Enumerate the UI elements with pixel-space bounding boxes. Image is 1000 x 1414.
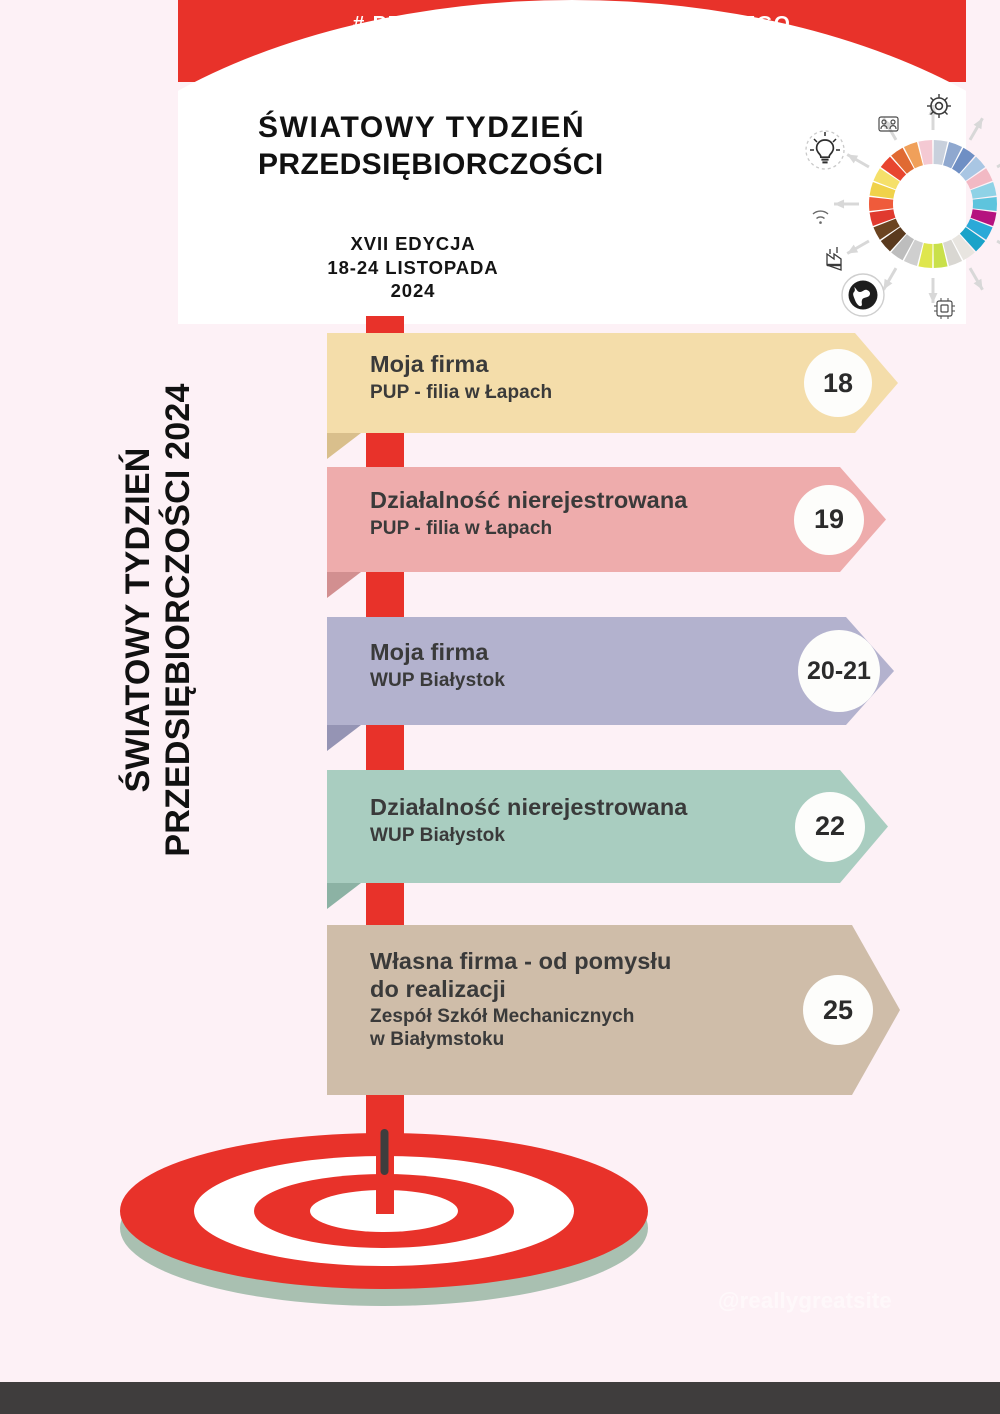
donut-segment	[952, 147, 975, 174]
banner-text-block: Działalność nierejestrowana WUP Białystok	[370, 794, 687, 848]
year-label: 2024	[390, 280, 436, 302]
arrow-head	[973, 278, 983, 290]
event-banner[interactable]: Własna firma - od pomysłu do realizacji Ze…	[327, 925, 900, 1095]
donut-segment	[970, 182, 997, 199]
banner-fold-shadow	[327, 725, 361, 751]
event-banner[interactable]: Działalność nierejestrowana PUP - filia w…	[327, 467, 886, 598]
banner-subtitle: WUP Białystok	[370, 669, 506, 691]
hero-white-card	[178, 0, 966, 324]
banner-title: Moja firma	[370, 639, 489, 665]
arrow-head	[973, 118, 983, 130]
donut-segment	[959, 227, 986, 252]
banner-fold-shadow	[327, 433, 361, 459]
team-icon	[878, 116, 899, 132]
vertical-title-line1: ŚWIATOWY TYDZIEŃ	[118, 447, 157, 793]
donut-segment	[943, 239, 963, 266]
wifi-icon	[812, 210, 829, 224]
radiating-arrows	[834, 105, 1000, 303]
donut-segment	[903, 239, 923, 266]
event-title-line1: ŚWIATOWY TYDZIEŃ	[258, 111, 586, 144]
donut-segment	[891, 147, 914, 174]
event-edition-block: XVII EDYCJA 18-24 LISTOPADA 2024	[258, 232, 568, 303]
banner-subtitle: Zespół Szkół Mechanicznych w Białymstoku	[370, 1006, 635, 1051]
donut-segment	[880, 227, 907, 252]
edition-label: XVII EDYCJA	[350, 233, 476, 254]
donut-segment	[966, 168, 993, 190]
vertical-title-line2: PRZEDSIĘBIORCZOŚCI 2024	[159, 383, 197, 857]
banner-subtitle: PUP - filia w Łapach	[370, 381, 553, 403]
banner-arrow-shape	[327, 467, 886, 572]
factory-icon	[826, 247, 842, 271]
donut-segment	[891, 234, 914, 261]
donut-segment	[880, 156, 907, 181]
event-day-badge[interactable]: 25	[803, 975, 873, 1045]
arrow-head	[928, 292, 938, 303]
event-day-badge[interactable]: 18	[804, 349, 872, 417]
entrepreneurship-donut-logo	[796, 88, 1000, 324]
arrow-head	[883, 278, 893, 290]
donut-segment	[873, 168, 900, 190]
donut-segment	[959, 156, 986, 181]
arrow-head	[834, 199, 845, 209]
banner-fold-shadow	[327, 572, 361, 598]
bullseye-target	[112, 1098, 672, 1313]
hashtag-slogan: # PRZEDSIĘBIORCZOŚĆ DLA KAŻDEGO	[352, 12, 792, 35]
banner-text-block: Moja firma WUP Białystok	[370, 639, 505, 693]
donut-segment	[966, 218, 993, 240]
banner-title: Działalność nierejestrowana	[370, 487, 688, 513]
banner-text-block: Własna firma - od pomysłu do realizacji Ze…	[370, 948, 672, 1052]
target-pin	[380, 1129, 389, 1175]
donut-segment	[873, 218, 900, 240]
event-title-line2: PRZEDSIĘBIORCZOŚCI	[258, 147, 604, 181]
event-banner[interactable]: Działalność nierejestrowana WUP Białystok…	[327, 770, 888, 909]
event-day-badge[interactable]: 20-21	[798, 630, 880, 712]
donut-segment	[972, 197, 997, 211]
donut-logo-svg	[805, 94, 1000, 319]
chip-icon	[934, 298, 955, 319]
donut-ring	[869, 140, 997, 268]
banner-arrow-shape	[327, 770, 888, 883]
banner-text-block: Działalność nierejestrowana PUP - filia w…	[370, 487, 687, 541]
banner-title: Własna firma - od pomysłu do realizacji	[370, 948, 672, 1002]
globe-icon	[841, 273, 885, 317]
donut-segment	[918, 242, 933, 268]
arrow-head	[847, 244, 859, 254]
donut-segment	[918, 140, 933, 166]
banner-title: Moja firma	[370, 351, 489, 377]
event-title: ŚWIATOWY TYDZIEŃ PRZEDSIĘBIORCZOŚCI	[258, 110, 618, 183]
bullseye-svg	[120, 1106, 648, 1306]
donut-segment	[903, 142, 923, 169]
donut-segment	[869, 197, 894, 211]
donut-segment	[943, 142, 963, 169]
donut-segment	[869, 182, 896, 199]
donut-segment	[952, 234, 975, 261]
dates-label: 18-24 LISTOPADA	[327, 256, 499, 278]
gear-icon	[927, 94, 951, 118]
donut-segment	[970, 209, 997, 226]
banner-subtitle: PUP - filia w Łapach	[370, 517, 553, 539]
donut-segment	[933, 140, 948, 166]
event-day-badge[interactable]: 19	[794, 484, 864, 555]
footer-bar	[0, 1382, 1000, 1414]
hero-header: # PRZEDSIĘBIORCZOŚĆ DLA KAŻDEGO ŚWIATOWY…	[178, 0, 1000, 324]
lightbulb-icon	[805, 130, 845, 170]
event-banner[interactable]: Moja firma PUP - filia w Łapach 18	[327, 333, 898, 459]
donut-segment	[869, 209, 896, 226]
donut-segment	[933, 242, 948, 268]
banner-title: Działalność nierejestrowana	[370, 794, 688, 820]
banner-text-block: Moja firma PUP - filia w Łapach	[370, 351, 552, 405]
event-banner[interactable]: Moja firma WUP Białystok 20-21	[327, 617, 894, 751]
banner-fold-shadow	[327, 883, 361, 909]
event-day-badge[interactable]: 22	[795, 791, 865, 862]
banner-arrow-shape	[327, 333, 898, 433]
vertical-poster-title: ŚWIATOWY TYDZIEŃ PRZEDSIĘBIORCZOŚCI 2024	[98, 310, 218, 930]
banner-subtitle: WUP Białystok	[370, 824, 506, 846]
watermark-label: @reallygreatsite	[718, 1288, 892, 1313]
arrow-head	[847, 154, 859, 164]
